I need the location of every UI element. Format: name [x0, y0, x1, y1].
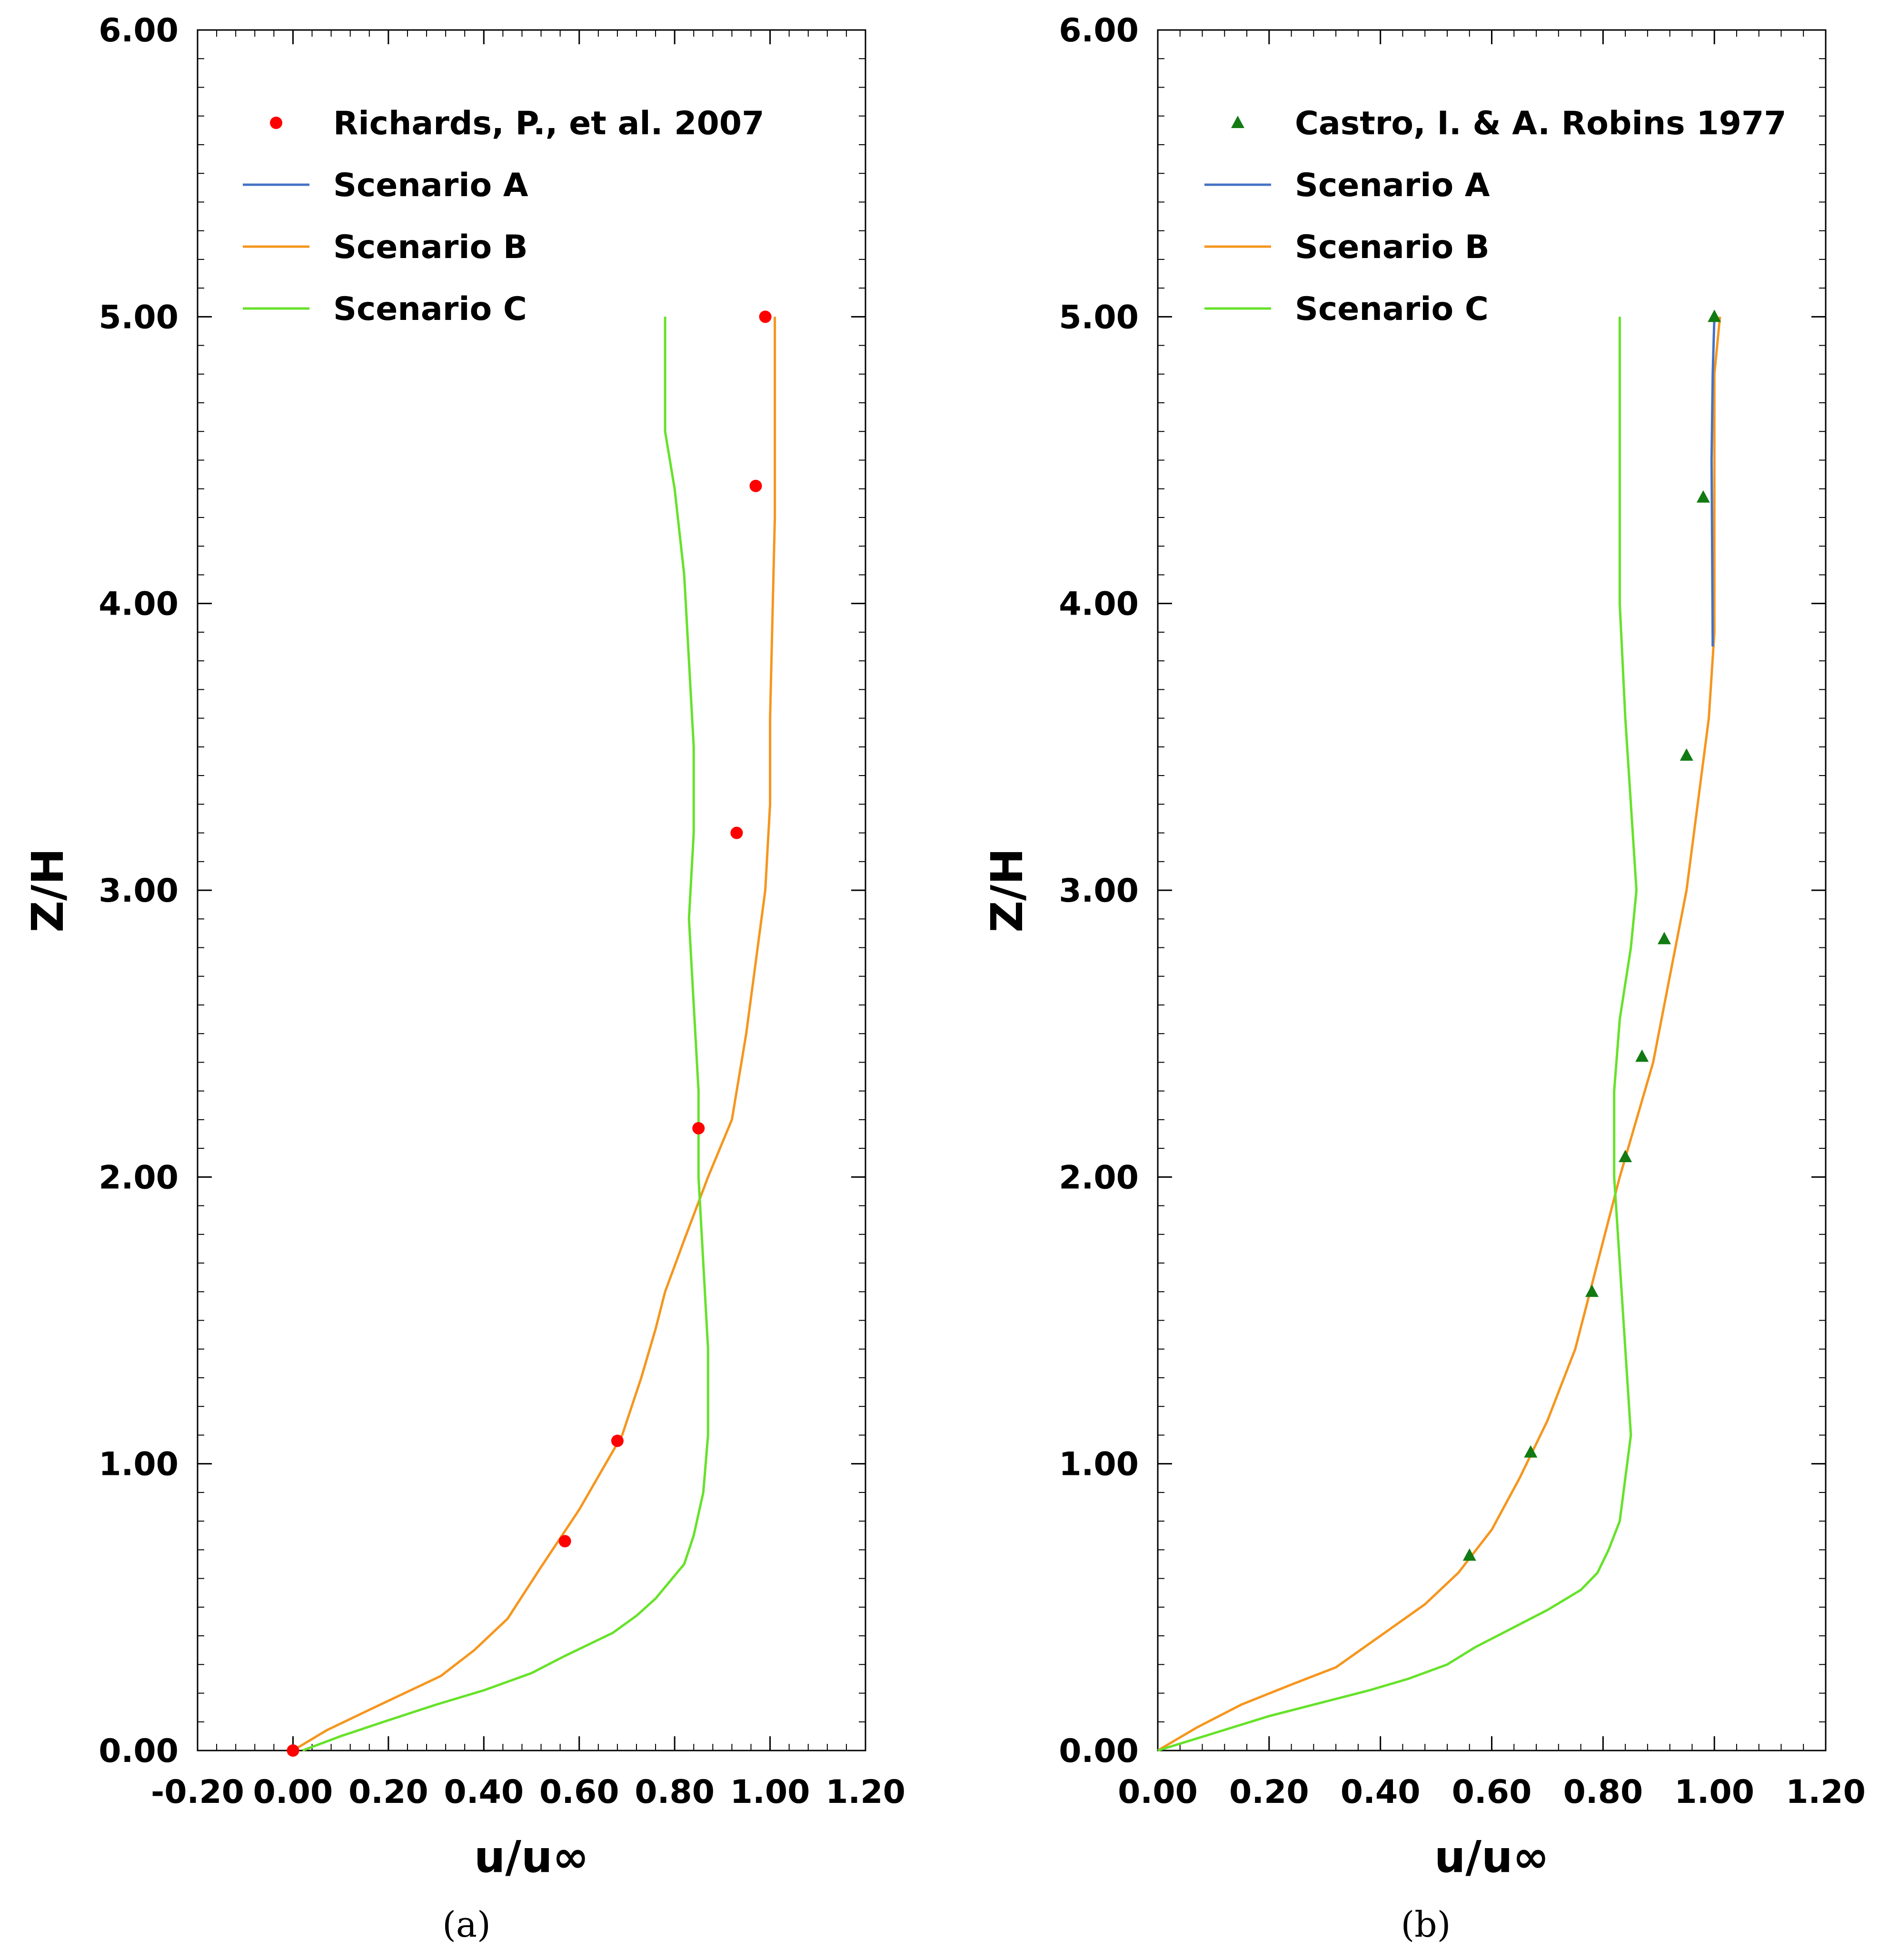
data-point [1635, 1049, 1649, 1062]
x-tick-label: 1.00 [1674, 1773, 1754, 1811]
panel-caption: (a) [442, 1904, 491, 1945]
series-line-scenario-c [1157, 317, 1638, 1752]
x-tick-label: 1.00 [730, 1773, 810, 1811]
data-point [1585, 1284, 1599, 1297]
x-tick-label: 1.20 [825, 1773, 905, 1811]
x-tick-label: 1.20 [1786, 1773, 1866, 1811]
x-tick-label: 0.40 [1341, 1773, 1421, 1811]
y-tick-label: 4.00 [99, 586, 179, 623]
data-point [1657, 932, 1671, 945]
x-tick-label: 0.00 [253, 1773, 333, 1811]
data-point [730, 826, 743, 839]
x-tick-label: 0.60 [539, 1773, 619, 1811]
panel-a: 0.00 1.00 2.00 3.00 4.00 5.00 6.00 -0.20 0.00 0.2… [22, 12, 905, 1945]
series-line-scenario-a [1710, 317, 1716, 647]
data-point [1524, 1445, 1538, 1458]
y-tick-label: 4.00 [1059, 586, 1139, 623]
y-tick-label: 3.00 [99, 872, 179, 910]
panel-b: 0.00 1.00 2.00 3.00 4.00 5.00 6.00 0.00 0.20 0.40… [982, 12, 1866, 1945]
data-point [1696, 490, 1710, 503]
x-tick-label: 0.20 [348, 1773, 428, 1811]
x-tick-label: -0.20 [151, 1773, 244, 1811]
y-tick-label: 6.00 [99, 12, 179, 50]
y-tick-label: 0.00 [99, 1732, 179, 1770]
y-tick-label: 3.00 [1059, 872, 1139, 910]
y-tick-label: 0.00 [1059, 1732, 1139, 1770]
legend-label: Scenario C [1295, 290, 1489, 328]
legend-label: Castro, I. & A. Robins 1977 [1295, 105, 1787, 142]
x-tick-label: 0.80 [635, 1773, 715, 1811]
data-point [759, 310, 772, 323]
data-point [287, 1744, 299, 1757]
y-tick-label: 1.00 [1059, 1446, 1139, 1483]
data-point [749, 479, 762, 492]
y-tick-label: 5.00 [1059, 298, 1139, 336]
x-tick-label: 0.80 [1563, 1773, 1643, 1811]
y-axis-title: Z/H [982, 848, 1033, 932]
x-axis-title: u/u∞ [1434, 1831, 1549, 1882]
data-point [611, 1434, 624, 1447]
legend-label: Scenario B [333, 229, 528, 266]
x-tick-label: 0.00 [1118, 1773, 1198, 1811]
legend-label: Scenario B [1295, 229, 1490, 266]
legend-marker-circle [270, 117, 282, 129]
y-tick-label: 6.00 [1059, 12, 1139, 50]
x-tick-label: 0.20 [1229, 1773, 1309, 1811]
legend-label: Scenario A [1295, 167, 1490, 204]
y-tick-label: 2.00 [1059, 1159, 1139, 1196]
data-point [558, 1535, 571, 1548]
x-tick-label: 0.60 [1452, 1773, 1532, 1811]
panel-caption: (b) [1401, 1904, 1451, 1945]
legend-label: Scenario C [333, 290, 527, 328]
data-point [1619, 1150, 1632, 1163]
data-point [692, 1122, 705, 1134]
plot-frame [1157, 29, 1827, 1751]
series-line-scenario-b [1157, 317, 1721, 1752]
y-tick-label: 5.00 [99, 298, 179, 336]
y-tick-label: 2.00 [99, 1159, 179, 1196]
legend-label: Scenario A [333, 167, 528, 204]
y-axis-title: Z/H [22, 848, 73, 932]
data-point [1680, 748, 1693, 761]
x-tick-label: 0.40 [444, 1773, 524, 1811]
series-line-scenario-c [302, 317, 709, 1752]
legend-label: Richards, P., et al. 2007 [333, 105, 764, 142]
series-line-scenario-b [292, 317, 776, 1752]
data-point [1708, 309, 1721, 322]
data-point [1462, 1548, 1476, 1561]
y-tick-label: 1.00 [99, 1446, 179, 1483]
x-axis-title: u/u∞ [474, 1831, 589, 1882]
legend-marker-triangle [1231, 116, 1244, 128]
